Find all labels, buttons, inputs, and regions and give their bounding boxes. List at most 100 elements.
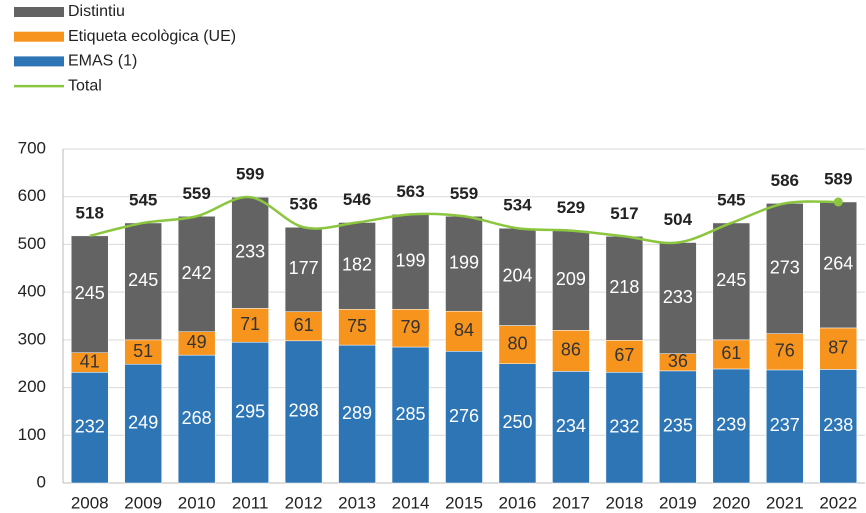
bar-segment: [659, 370, 697, 484]
data-label: 250: [502, 412, 532, 432]
data-label: 237: [770, 415, 800, 435]
legend-swatch: [14, 56, 64, 67]
data-label: 264: [823, 254, 853, 274]
data-label: 232: [609, 416, 639, 436]
total-label: 534: [503, 196, 532, 215]
bar-segment: [231, 308, 269, 343]
data-label: 285: [396, 404, 426, 424]
bar-segment: [445, 351, 483, 484]
x-tick-label: 2022: [819, 493, 857, 512]
legend-swatch: [14, 31, 64, 42]
total-label: 559: [182, 184, 210, 203]
x-tick-label: 2016: [499, 493, 537, 512]
y-tick-label: 600: [18, 186, 46, 205]
legend-label: Total: [68, 77, 102, 94]
y-tick-label: 700: [18, 138, 46, 157]
x-tick-label: 2008: [71, 493, 109, 512]
data-label: 268: [182, 408, 212, 428]
bar-segment: [819, 369, 858, 484]
bar-segment: [552, 230, 590, 331]
x-tick-label: 2018: [605, 493, 643, 512]
bar-segment: [391, 309, 430, 348]
legend-label: Etiqueta ecològica (UE): [68, 28, 236, 45]
bar-segment: [498, 363, 537, 484]
data-label: 36: [668, 351, 688, 371]
data-label: 49: [187, 332, 207, 352]
bar-segment: [284, 311, 323, 342]
data-label: 232: [75, 416, 105, 436]
data-label: 182: [342, 255, 372, 275]
total-end-marker: [833, 197, 843, 207]
bar-segment: [498, 227, 537, 326]
data-label: 242: [182, 263, 212, 283]
data-label: 87: [828, 337, 848, 357]
total-label: 545: [717, 190, 745, 209]
data-label: 61: [721, 343, 741, 363]
bar-segment: [70, 235, 109, 353]
x-tick-label: 2021: [766, 493, 804, 512]
total-label: 536: [289, 195, 317, 214]
legend-label: Distintiu: [68, 3, 125, 20]
x-tick-label: 2020: [712, 493, 750, 512]
data-label: 199: [449, 253, 479, 273]
x-tick-label: 2009: [124, 493, 162, 512]
data-label: 234: [556, 416, 586, 436]
x-tick-label: 2012: [285, 493, 323, 512]
data-label: 245: [716, 270, 746, 290]
bar-segment: [70, 372, 109, 484]
bar-segment: [498, 325, 537, 364]
bar-segment: [284, 340, 323, 484]
y-tick-label: 0: [37, 472, 46, 491]
x-tick-label: 2015: [445, 493, 483, 512]
total-label: 545: [129, 190, 157, 209]
data-label: 61: [294, 315, 314, 335]
bar-segment: [231, 341, 269, 484]
data-label: 245: [128, 270, 158, 290]
bar-segment: [605, 236, 644, 341]
bar-segment: [338, 309, 376, 346]
data-label: 233: [235, 242, 265, 262]
data-label: 249: [128, 412, 158, 432]
bar-segment: [391, 346, 430, 484]
bar-segment: [338, 222, 376, 310]
data-label: 238: [823, 415, 853, 435]
total-label: 563: [396, 182, 424, 201]
bar-segment: [124, 222, 162, 341]
total-label: 518: [76, 203, 104, 222]
data-label: 84: [454, 320, 474, 340]
bar-segment: [712, 222, 751, 341]
x-tick-label: 2011: [232, 493, 269, 512]
x-tick-label: 2010: [178, 493, 216, 512]
total-label: 504: [664, 210, 693, 229]
data-label: 235: [663, 416, 693, 436]
total-label: 517: [610, 204, 638, 223]
data-label: 71: [240, 314, 260, 334]
bar-segment: [445, 216, 483, 312]
bar-segment: [391, 214, 430, 310]
data-label: 86: [561, 340, 581, 360]
data-label: 79: [401, 317, 421, 337]
y-tick-label: 500: [18, 234, 46, 253]
data-label: 298: [289, 401, 319, 421]
total-label: 546: [343, 190, 371, 209]
total-label: 529: [557, 198, 585, 217]
bar-segment: [284, 227, 323, 312]
legend-label: EMAS (1): [68, 53, 137, 70]
bar-segment: [659, 242, 697, 354]
data-label: 245: [75, 283, 105, 303]
data-label: 199: [396, 251, 426, 271]
data-label: 204: [502, 266, 532, 286]
bar-segment: [712, 368, 751, 484]
data-label: 51: [133, 341, 153, 361]
data-label: 76: [775, 341, 795, 361]
data-label: 233: [663, 287, 693, 307]
total-label: 586: [771, 171, 799, 190]
y-tick-label: 400: [18, 282, 46, 301]
x-tick-label: 2019: [659, 493, 697, 512]
data-label: 41: [80, 351, 100, 371]
data-label: 209: [556, 269, 586, 289]
y-tick-label: 200: [18, 377, 46, 396]
total-label: 559: [450, 184, 478, 203]
bar-segment: [605, 372, 644, 484]
